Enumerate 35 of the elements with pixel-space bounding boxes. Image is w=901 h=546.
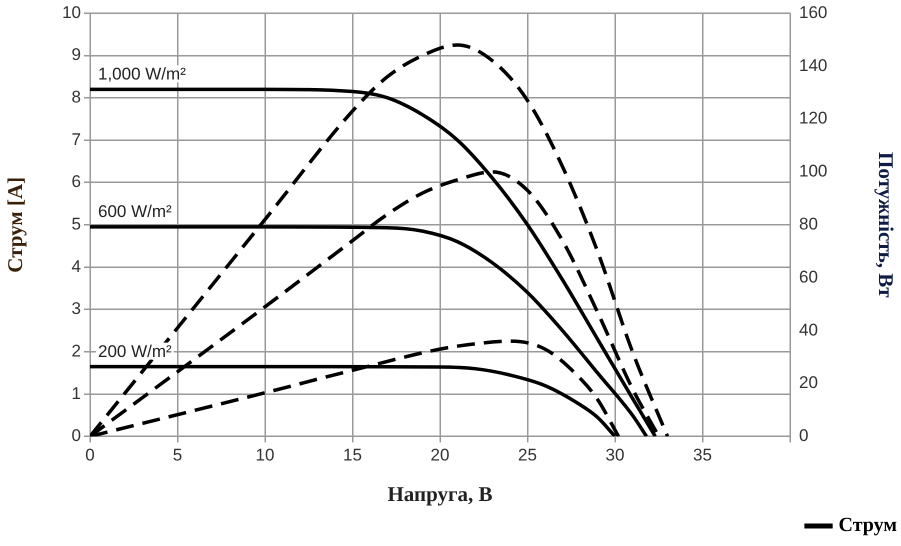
x-tick-label: 10 xyxy=(256,445,274,464)
y-tick-label: 10 xyxy=(62,2,81,22)
annotation: 200 W/m² xyxy=(98,342,172,361)
y2-tick-label: 0 xyxy=(799,426,808,446)
y-tick-label: 5 xyxy=(72,214,81,234)
x-axis-title: Напруга, В xyxy=(387,482,493,506)
x-tick-label: 35 xyxy=(693,445,712,464)
annotation: 600 W/m² xyxy=(98,202,172,222)
y2-tick-label: 160 xyxy=(799,2,828,22)
legend-label: Струм xyxy=(838,514,897,536)
y-tick-label: 2 xyxy=(72,341,81,360)
y-tick-label: 6 xyxy=(72,172,81,192)
y2-tick-label: 100 xyxy=(799,162,828,181)
x-tick-label: 20 xyxy=(430,445,450,464)
y2-tick-label: 20 xyxy=(799,373,818,392)
annotation: 1,000 W/m² xyxy=(98,64,186,84)
y2-tick-label: 80 xyxy=(799,214,818,234)
y-tick-label: 0 xyxy=(72,426,81,446)
y-tick-label: 3 xyxy=(72,299,81,318)
x-tick-label: 30 xyxy=(606,445,624,464)
y2-axis-title: Потужність, Вт xyxy=(874,152,898,298)
x-tick-label: 5 xyxy=(172,445,182,464)
x-tick-label: 25 xyxy=(518,445,537,464)
y2-tick-label: 40 xyxy=(799,320,818,340)
y-tick-label: 9 xyxy=(72,45,81,64)
y-tick-label: 7 xyxy=(72,130,81,149)
y2-tick-label: 60 xyxy=(799,267,818,286)
x-tick-label: 0 xyxy=(85,445,95,464)
x-tick-label: 15 xyxy=(343,445,362,464)
y-tick-label: 1 xyxy=(72,384,81,403)
y-axis-title: Струм [A] xyxy=(3,176,28,273)
y-tick-label: 4 xyxy=(72,256,81,276)
y-tick-label: 8 xyxy=(72,88,81,107)
y2-tick-label: 140 xyxy=(799,56,828,75)
y2-tick-label: 120 xyxy=(799,108,828,128)
